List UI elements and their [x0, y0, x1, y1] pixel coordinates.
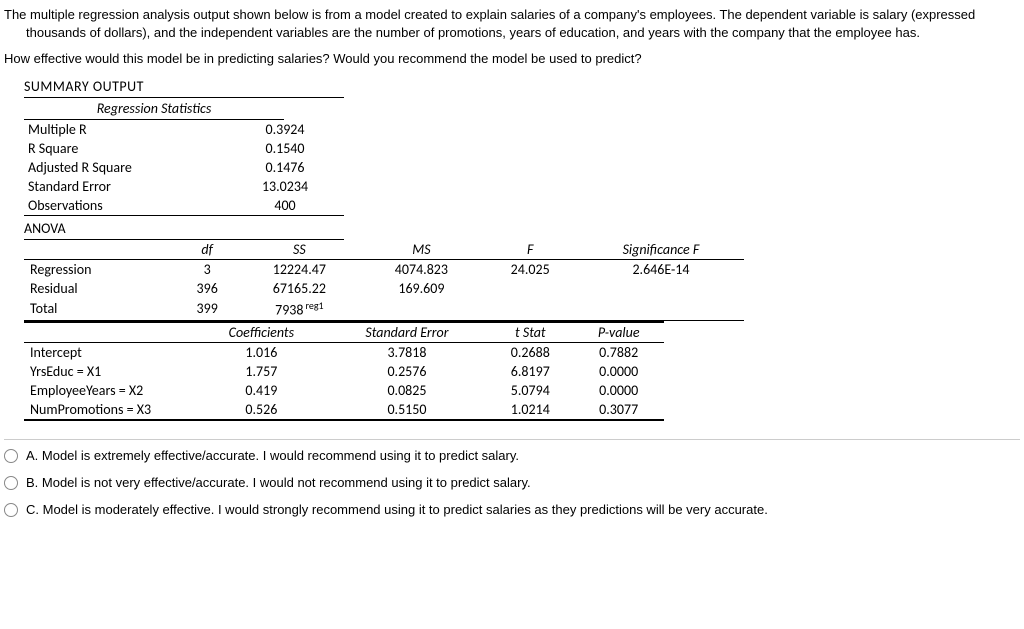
col-sigf: Significance F	[578, 240, 744, 260]
cell	[482, 298, 577, 320]
table-row: NumPromotions = X3 0.526 0.5150 1.0214 0…	[24, 400, 664, 420]
choice-a[interactable]: A. Model is extremely effective/accurate…	[4, 448, 1024, 463]
row-label: Total	[24, 298, 176, 320]
answer-choices: A. Model is extremely effective/accurate…	[4, 448, 1024, 517]
cell: 7938reg1	[238, 298, 360, 320]
table-row: Residual 396 67165.22 169.609	[24, 279, 744, 298]
row-label: YrsEduc = X1	[24, 362, 196, 381]
cell: 1.0214	[487, 400, 573, 420]
choice-c[interactable]: C. Model is moderately effective. I woul…	[4, 502, 1024, 517]
row-label: Residual	[24, 279, 176, 298]
regression-statistics-header: Regression Statistics	[24, 98, 284, 120]
cell: 0.5150	[327, 400, 488, 420]
anova-title: ANOVA	[24, 216, 344, 240]
cell: 2.646E-14	[578, 260, 744, 280]
radio-icon[interactable]	[4, 449, 18, 463]
cell: 169.609	[360, 279, 482, 298]
cell: 6.8197	[487, 362, 573, 381]
cell: 1.757	[196, 362, 327, 381]
col-standard-error: Standard Error	[327, 322, 488, 343]
cell: 0.526	[196, 400, 327, 420]
table-row: Intercept 1.016 3.7818 0.2688 0.7882	[24, 342, 664, 362]
regression-output: SUMMARY OUTPUT Regression Statistics Mul…	[24, 78, 1024, 421]
table-row: Total 399 7938reg1	[24, 298, 744, 320]
intro-text: The multiple regression analysis output …	[4, 6, 1024, 41]
table-row: Standard Error13.0234	[24, 177, 344, 196]
col-f: F	[482, 240, 577, 260]
total-ss-note: reg1	[305, 299, 323, 312]
coefficients-table: Coefficients Standard Error t Stat P-val…	[24, 321, 664, 421]
col-pvalue: P-value	[573, 322, 664, 343]
cell: 5.0794	[487, 381, 573, 400]
stat-value: 13.0234	[226, 177, 344, 196]
cell: 0.7882	[573, 342, 664, 362]
cell: 3	[176, 260, 238, 280]
intro-line2: thousands of dollars), and the independe…	[4, 24, 1024, 42]
col-coefficients: Coefficients	[196, 322, 327, 343]
radio-icon[interactable]	[4, 476, 18, 490]
stat-label: Adjusted R Square	[24, 158, 226, 177]
table-row: Adjusted R Square0.1476	[24, 158, 344, 177]
table-row: YrsEduc = X1 1.757 0.2576 6.8197 0.0000	[24, 362, 664, 381]
stat-label: R Square	[24, 139, 226, 158]
choice-b[interactable]: B. Model is not very effective/accurate.…	[4, 475, 1024, 490]
summary-output-title: SUMMARY OUTPUT	[24, 78, 344, 98]
cell: 24.025	[482, 260, 577, 280]
cell: 1.016	[196, 342, 327, 362]
question-text: How effective would this model be in pre…	[4, 51, 1024, 66]
cell: 3.7818	[327, 342, 488, 362]
cell: 12224.47	[238, 260, 360, 280]
cell: 399	[176, 298, 238, 320]
cell: 0.0825	[327, 381, 488, 400]
table-row: EmployeeYears = X2 0.419 0.0825 5.0794 0…	[24, 381, 664, 400]
cell: 396	[176, 279, 238, 298]
regression-statistics-table: Multiple R0.3924 R Square0.1540 Adjusted…	[24, 120, 344, 216]
col-ms: MS	[360, 240, 482, 260]
cell	[578, 298, 744, 320]
cell: 0.3077	[573, 400, 664, 420]
cell	[482, 279, 577, 298]
col-tstat: t Stat	[487, 322, 573, 343]
table-row: Regression 3 12224.47 4074.823 24.025 2.…	[24, 260, 744, 280]
stat-label: Standard Error	[24, 177, 226, 196]
col-df: df	[176, 240, 238, 260]
cell: 0.0000	[573, 362, 664, 381]
stat-value: 0.3924	[226, 120, 344, 139]
stat-value: 0.1540	[226, 139, 344, 158]
cell: 0.2688	[487, 342, 573, 362]
cell: 0.0000	[573, 381, 664, 400]
coeffs-header-row: Coefficients Standard Error t Stat P-val…	[24, 322, 664, 343]
stat-value: 0.1476	[226, 158, 344, 177]
row-label: EmployeeYears = X2	[24, 381, 196, 400]
row-label: Regression	[24, 260, 176, 280]
col-ss: SS	[238, 240, 360, 260]
cell: 0.2576	[327, 362, 488, 381]
choice-label: C. Model is moderately effective. I woul…	[26, 502, 768, 517]
cell: 0.419	[196, 381, 327, 400]
divider	[4, 439, 1020, 440]
cell: 4074.823	[360, 260, 482, 280]
stat-value: 400	[226, 196, 344, 216]
table-row: Multiple R0.3924	[24, 120, 344, 139]
choice-label: B. Model is not very effective/accurate.…	[26, 475, 531, 490]
table-row: Observations400	[24, 196, 344, 216]
cell	[578, 279, 744, 298]
choice-label: A. Model is extremely effective/accurate…	[26, 448, 519, 463]
cell: 67165.22	[238, 279, 360, 298]
stat-label: Multiple R	[24, 120, 226, 139]
intro-line1: The multiple regression analysis output …	[4, 6, 1024, 24]
row-label: NumPromotions = X3	[24, 400, 196, 420]
stat-label: Observations	[24, 196, 226, 216]
table-row: R Square0.1540	[24, 139, 344, 158]
row-label: Intercept	[24, 342, 196, 362]
cell	[360, 298, 482, 320]
anova-header-row: df SS MS F Significance F	[24, 240, 744, 260]
radio-icon[interactable]	[4, 503, 18, 517]
anova-table: df SS MS F Significance F Regression 3 1…	[24, 240, 744, 321]
